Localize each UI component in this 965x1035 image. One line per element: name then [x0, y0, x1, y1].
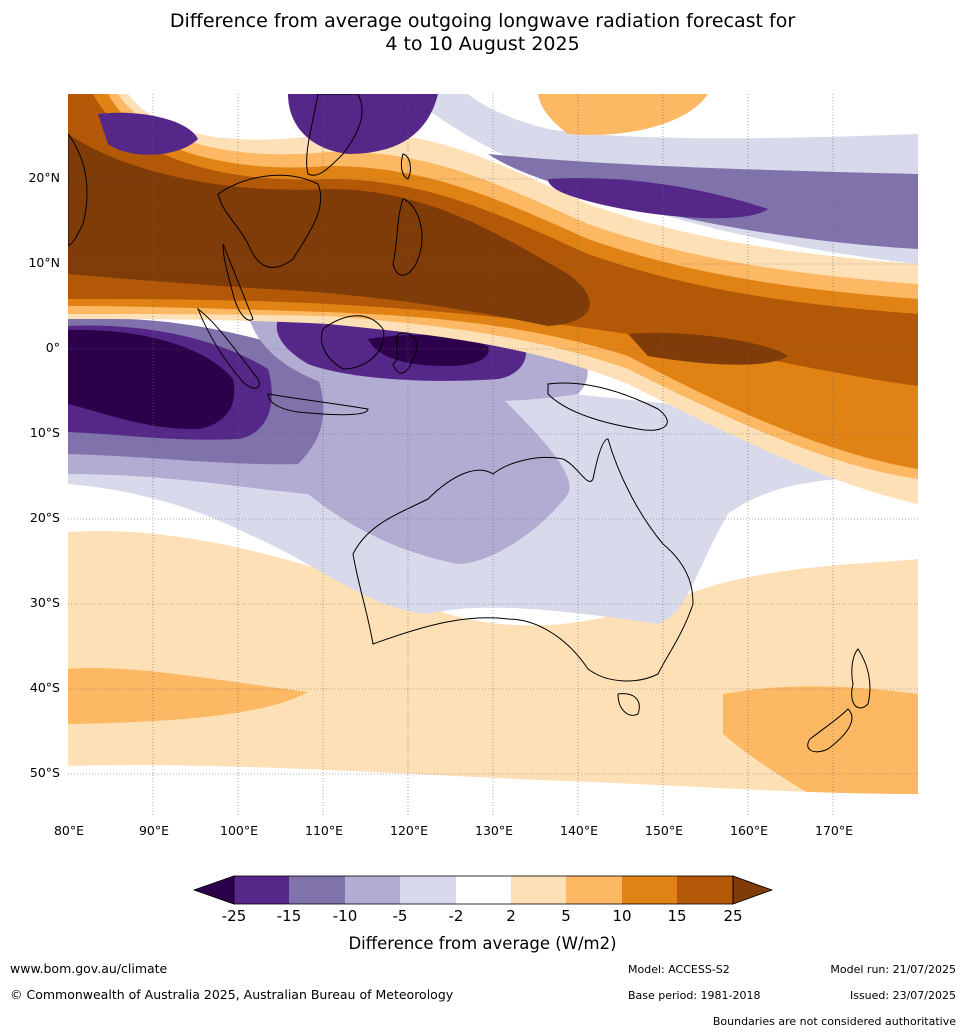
australia-coast [352, 438, 694, 682]
colorbar-segment-8 [622, 876, 677, 904]
lat-label-10s: 10°S [29, 425, 60, 440]
colorbar-tick-5: -2 [448, 907, 464, 925]
lat-label-0: 0° [45, 340, 60, 355]
colorbar-tick-9: 15 [667, 907, 687, 925]
lon-label-160e: 160°E [729, 823, 769, 838]
colorbar [192, 875, 774, 905]
taiwan-coast [400, 153, 411, 180]
contour-above-25 [68, 134, 590, 326]
lon-label-100e: 100°E [219, 823, 259, 838]
contour-above-25-east [628, 332, 788, 365]
map-canvas [68, 94, 918, 816]
colorbar-segment-3 [345, 876, 400, 904]
lon-label-90e: 90°E [138, 823, 170, 838]
footer-base-period: Base period: 1981-2018 [628, 989, 761, 1002]
colorbar-high-extend [732, 875, 774, 905]
java-coast [267, 393, 369, 416]
lon-label-110e: 110°E [304, 823, 344, 838]
lat-label-20n: 20°N [28, 170, 60, 185]
footer-disclaimer: Boundaries are not considered authoritat… [712, 1015, 956, 1028]
lat-label-40s: 40°S [29, 680, 60, 695]
colorbar-tick-3: -10 [332, 907, 358, 925]
colorbar-tick-2: -15 [276, 907, 302, 925]
lon-label-130e: 130°E [474, 823, 514, 838]
colorbar-segment-5 [456, 876, 511, 904]
sumatra-coast [196, 307, 260, 389]
footer-model: Model: ACCESS-S2 [628, 963, 730, 976]
colorbar-tick-4: -5 [392, 907, 408, 925]
tasmania-coast [617, 693, 640, 716]
sulawesi-coast [392, 332, 418, 374]
lat-label-50s: 50°S [29, 765, 60, 780]
borneo-coast [321, 315, 385, 370]
title-line-2: 4 to 10 August 2025 [385, 33, 580, 55]
colorbar-segment-9 [677, 876, 733, 904]
colorbar-segment-6 [511, 876, 566, 904]
colorbar-label: Difference from average (W/m2) [348, 934, 617, 953]
title-line-1: Difference from average outgoing longwav… [169, 10, 796, 32]
coastlines [68, 94, 871, 753]
malay-peninsula-coast [222, 243, 254, 321]
colorbar-segment-4 [400, 876, 456, 904]
colorbar-tick-1: -25 [221, 907, 247, 925]
lat-label-30s: 30°S [29, 595, 60, 610]
footer-url[interactable]: www.bom.gov.au/climate [10, 961, 168, 976]
colorbar-low-extend [192, 875, 235, 905]
new-zealand-north-coast [851, 648, 871, 709]
lat-label-20s: 20°S [29, 510, 60, 525]
lon-label-150e: 150°E [644, 823, 684, 838]
new-guinea-coast [547, 382, 668, 431]
lon-label-140e: 140°E [559, 823, 599, 838]
colorbar-tick-7: 5 [561, 907, 571, 925]
colorbar-tick-10: 25 [723, 907, 743, 925]
indochina-coast [217, 174, 322, 268]
footer-model-run: Model run: 21/07/2025 [830, 963, 956, 976]
contour-5-10-south-west [68, 668, 308, 724]
colorbar-outline [233, 875, 734, 905]
contour-north-orange [538, 94, 708, 135]
contour-himalaya-neg [98, 112, 198, 155]
footer-copyright: © Commonwealth of Australia 2025, Austra… [10, 987, 454, 1002]
colorbar-segment-7 [566, 876, 622, 904]
lon-label-170e: 170°E [814, 823, 854, 838]
india-coast [68, 133, 88, 247]
graticule [68, 94, 918, 816]
chart-title: Difference from average outgoing longwav… [0, 10, 965, 56]
lon-label-80e: 80°E [53, 823, 85, 838]
lon-label-120e: 120°E [389, 823, 429, 838]
colorbar-tick-8: 10 [612, 907, 632, 925]
contour-mc-below-25 [368, 334, 489, 366]
colorbar-segment-2 [289, 876, 345, 904]
footer-issued: Issued: 23/07/2025 [849, 989, 956, 1002]
colorbar-tick-6: 2 [506, 907, 516, 925]
olr-anomaly-map [68, 94, 918, 816]
contour-north-neg-25 [548, 178, 768, 219]
china-coast [306, 94, 363, 176]
contour-below-25 [68, 329, 235, 430]
philippines-coast [392, 198, 423, 276]
colorbar-segment-1 [234, 876, 289, 904]
lat-label-10n: 10°N [28, 255, 60, 270]
new-zealand-south-coast [807, 708, 853, 753]
contour-sea-china-neg [288, 94, 438, 154]
